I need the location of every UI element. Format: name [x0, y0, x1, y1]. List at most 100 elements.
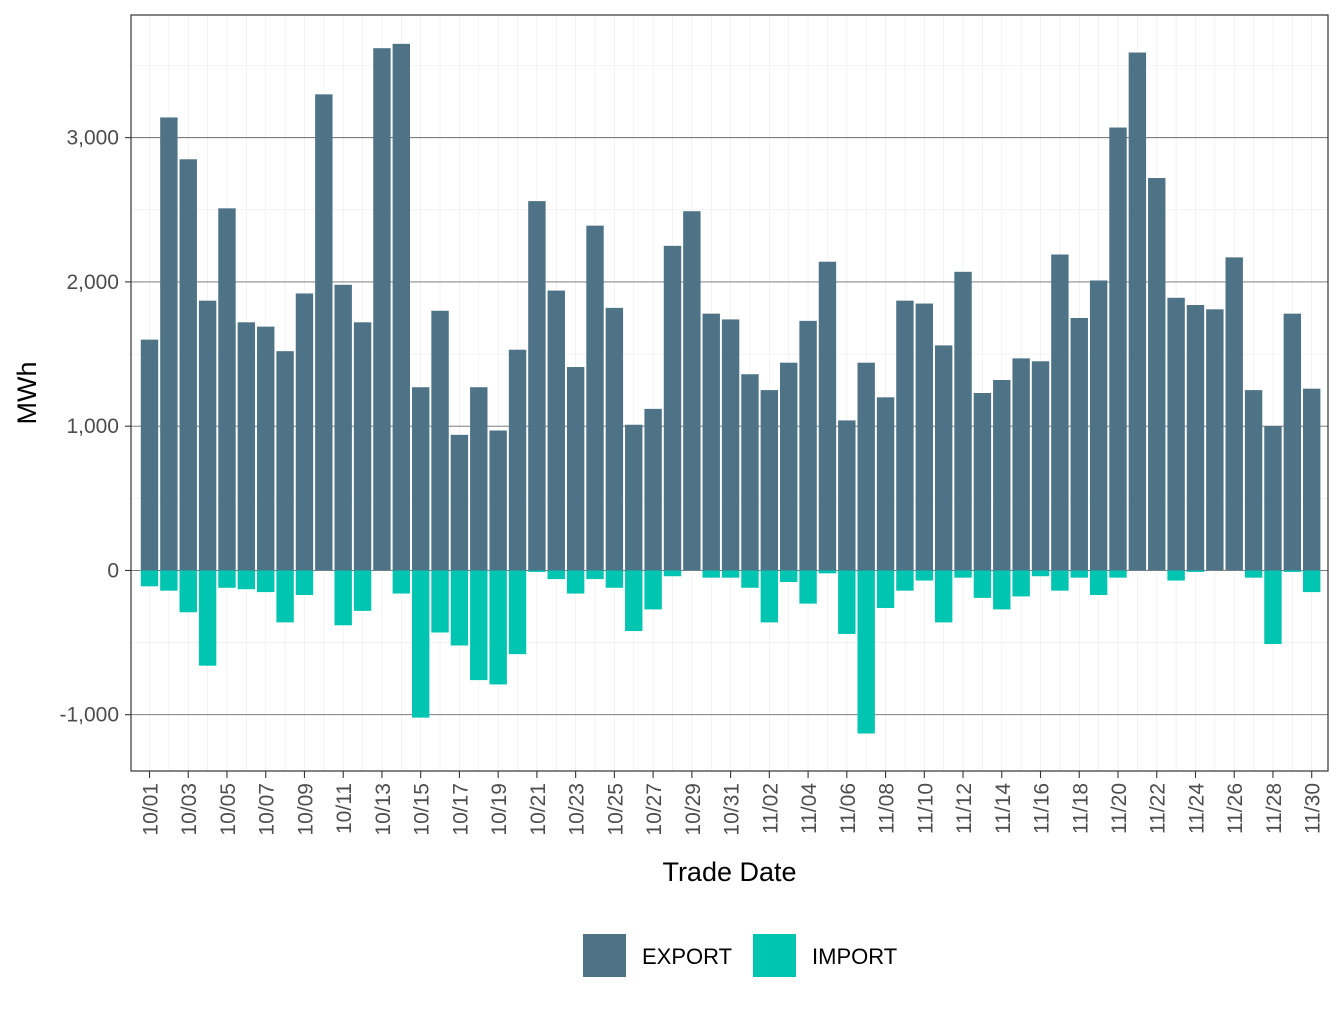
x-tick-label: 10/09	[294, 783, 317, 836]
bar-import-11-28	[1264, 570, 1282, 645]
y-axis-title: MWh	[12, 362, 42, 425]
bar-export-10-23	[566, 367, 585, 571]
bar-import-10-16	[431, 570, 449, 633]
bar-export-10-14	[392, 43, 411, 571]
bar-export-10-01	[140, 339, 159, 571]
x-tick-label: 10/17	[449, 783, 472, 836]
y-tick-label: 1,000	[66, 415, 119, 438]
bar-export-10-26	[625, 424, 643, 571]
x-tick-label: 10/13	[372, 783, 395, 836]
bar-export-10-28	[663, 245, 682, 571]
bar-import-10-24	[586, 570, 604, 580]
x-tick-label: 11/04	[798, 783, 821, 834]
bar-import-11-06	[838, 570, 856, 634]
bar-export-10-20	[508, 349, 527, 571]
bar-export-10-25	[605, 307, 624, 571]
bar-export-10-30	[702, 313, 720, 571]
bars	[140, 43, 1321, 734]
x-tick-label: 11/16	[1031, 783, 1054, 834]
bar-export-10-06	[237, 322, 256, 571]
bar-export-11-14	[993, 380, 1011, 571]
bar-export-10-19	[489, 430, 507, 571]
bar-export-10-04	[198, 300, 217, 571]
x-tick-label: 10/05	[217, 783, 240, 836]
bar-export-11-28	[1264, 426, 1282, 571]
bar-import-11-14	[993, 570, 1011, 610]
x-tick-label: 11/14	[992, 783, 1015, 834]
bar-export-11-20	[1109, 127, 1127, 571]
bar-export-11-21	[1128, 52, 1147, 571]
x-tick-label: 10/11	[333, 783, 356, 834]
bar-import-10-02	[160, 570, 178, 591]
bar-import-10-08	[276, 570, 294, 623]
x-tick-label: 11/18	[1069, 783, 1092, 834]
bar-export-11-29	[1283, 313, 1302, 571]
bar-import-10-28	[663, 570, 682, 577]
x-tick-label: 11/02	[759, 783, 782, 834]
bar-import-10-05	[218, 570, 236, 588]
bar-export-11-22	[1148, 178, 1166, 571]
bar-export-10-29	[683, 211, 701, 571]
x-axis: 10/01 10/03 10/05 10/07 10/09 10/11 10/13 10/15…	[140, 771, 1325, 836]
bar-import-11-19	[1089, 570, 1108, 595]
y-tick-label: 2,000	[66, 271, 119, 294]
bar-import-11-08	[876, 570, 895, 608]
x-tick-label: 11/06	[837, 783, 860, 834]
bar-export-11-12	[954, 271, 972, 571]
y-tick-label: 0	[107, 559, 119, 582]
bar-import-10-22	[547, 570, 565, 580]
bar-import-10-30	[702, 570, 720, 578]
bar-import-10-04	[198, 570, 217, 666]
bar-export-10-22	[547, 290, 565, 571]
x-tick-label: 11/26	[1224, 783, 1247, 834]
x-tick-label: 11/08	[876, 783, 899, 834]
bar-export-11-18	[1070, 317, 1088, 571]
y-axis: -1,000 0 1,000 2,000 3,000	[59, 127, 131, 727]
bar-import-10-01	[140, 570, 159, 587]
x-tick-label: 11/30	[1302, 783, 1325, 834]
bar-export-11-11	[934, 345, 953, 571]
x-axis-title: Trade Date	[662, 857, 796, 887]
bar-import-10-20	[508, 570, 527, 655]
bar-export-11-02	[760, 390, 779, 571]
bar-import-11-05	[818, 570, 837, 574]
bar-import-10-27	[644, 570, 662, 610]
bar-export-10-09	[295, 293, 314, 571]
bar-import-11-17	[1051, 570, 1069, 591]
bar-export-10-07	[257, 326, 275, 571]
bar-export-10-27	[644, 408, 662, 571]
bar-import-11-30	[1303, 570, 1321, 593]
x-tick-label: 10/15	[411, 783, 434, 836]
bar-import-11-20	[1109, 570, 1127, 578]
x-tick-label: 10/21	[527, 783, 550, 836]
x-tick-label: 10/01	[140, 783, 163, 836]
bar-export-10-03	[179, 159, 197, 571]
bar-import-10-23	[566, 570, 585, 594]
x-tick-label: 10/03	[178, 783, 201, 836]
bar-export-11-08	[876, 397, 895, 571]
x-tick-label: 10/19	[488, 783, 511, 836]
bar-import-10-14	[392, 570, 411, 594]
x-tick-label: 10/23	[566, 783, 589, 836]
bar-import-10-09	[295, 570, 314, 595]
bar-import-11-16	[1031, 570, 1050, 577]
bar-import-11-10	[915, 570, 933, 581]
bar-export-11-07	[857, 362, 875, 571]
bar-import-11-11	[934, 570, 953, 623]
x-tick-label: 10/27	[643, 783, 666, 836]
bar-export-11-15	[1012, 358, 1030, 571]
bar-import-11-09	[896, 570, 914, 591]
x-tick-label: 10/25	[604, 783, 627, 836]
bar-import-11-18	[1070, 570, 1088, 578]
bar-export-11-10	[915, 303, 933, 571]
legend: EXPORT IMPORT	[583, 934, 897, 977]
legend-label-import: IMPORT	[812, 944, 897, 969]
bar-import-10-26	[625, 570, 643, 632]
bar-export-10-17	[450, 434, 469, 571]
x-tick-label: 11/20	[1108, 783, 1131, 834]
bar-export-10-12	[353, 322, 372, 571]
bar-export-11-24	[1186, 304, 1205, 571]
legend-label-export: EXPORT	[642, 944, 732, 969]
